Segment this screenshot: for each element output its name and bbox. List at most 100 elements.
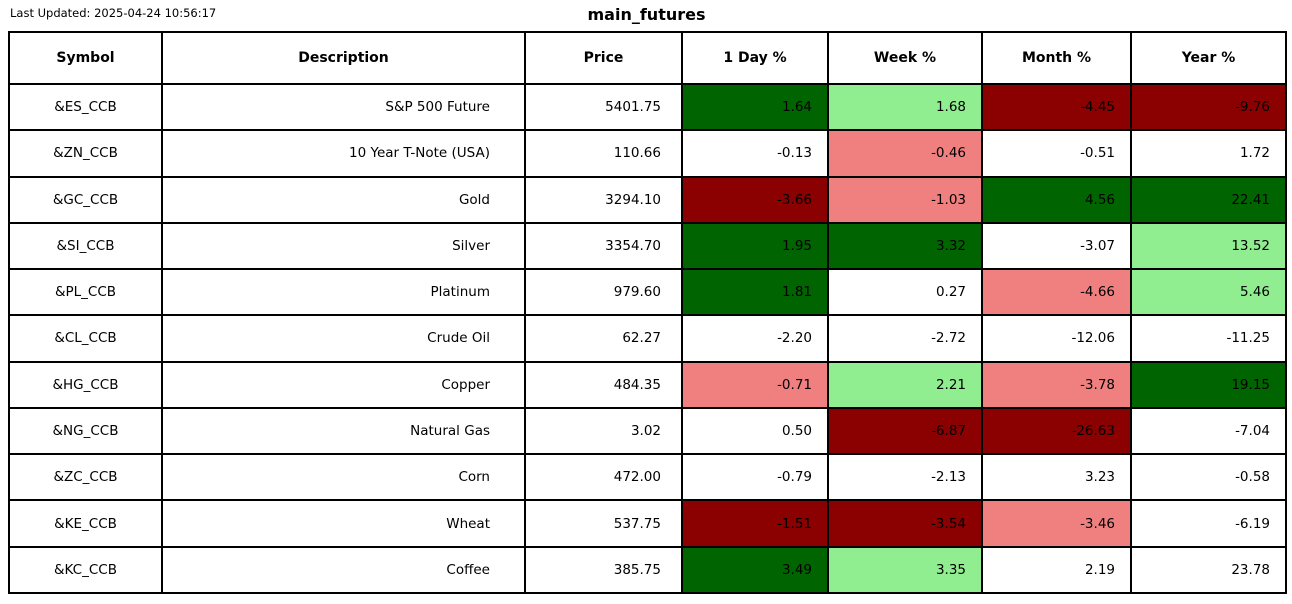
week-change-cell: -6.87 xyxy=(827,406,983,456)
price-cell: 62.27 xyxy=(524,314,683,363)
description-cell: Gold xyxy=(161,175,526,224)
day-change-cell: 3.49 xyxy=(681,545,829,595)
year-change-cell: 5.46 xyxy=(1130,268,1287,317)
column-header-month: Month % xyxy=(981,31,1132,85)
week-change-cell: -0.46 xyxy=(827,129,983,178)
symbol-cell: &PL_CCB xyxy=(8,268,163,317)
futures-table-body: &ES_CCB S&P 500 Future 5401.75 1.64 1.68 -4.4… xyxy=(8,82,1287,595)
description-cell: Natural Gas xyxy=(161,406,526,456)
price-cell: 537.75 xyxy=(524,499,683,548)
year-change-cell: -9.76 xyxy=(1130,82,1287,132)
year-change-cell: -0.58 xyxy=(1130,453,1287,502)
week-change-cell: -3.54 xyxy=(827,499,983,548)
week-change-cell: 1.68 xyxy=(827,82,983,132)
year-change-cell: 22.41 xyxy=(1130,175,1287,224)
day-change-cell: -0.71 xyxy=(681,360,829,409)
description-cell: Coffee xyxy=(161,545,526,595)
day-change-cell: -3.66 xyxy=(681,175,829,224)
month-change-cell: 3.23 xyxy=(981,453,1132,502)
description-cell: 10 Year T-Note (USA) xyxy=(161,129,526,178)
table-row: &GC_CCB Gold 3294.10 -3.66 -1.03 4.56 22.41 xyxy=(8,175,1287,224)
price-cell: 484.35 xyxy=(524,360,683,409)
day-change-cell: 1.95 xyxy=(681,221,829,271)
year-change-cell: 23.78 xyxy=(1130,545,1287,595)
month-change-cell: -0.51 xyxy=(981,129,1132,178)
symbol-cell: &KE_CCB xyxy=(8,499,163,548)
week-change-cell: -1.03 xyxy=(827,175,983,224)
week-change-cell: 3.32 xyxy=(827,221,983,271)
month-change-cell: -3.78 xyxy=(981,360,1132,409)
price-cell: 5401.75 xyxy=(524,82,683,132)
price-cell: 3.02 xyxy=(524,406,683,456)
year-change-cell: -6.19 xyxy=(1130,499,1287,548)
month-change-cell: 4.56 xyxy=(981,175,1132,224)
description-cell: S&P 500 Future xyxy=(161,82,526,132)
symbol-cell: &HG_CCB xyxy=(8,360,163,409)
description-cell: Silver xyxy=(161,221,526,271)
week-change-cell: -2.13 xyxy=(827,453,983,502)
price-cell: 3354.70 xyxy=(524,221,683,271)
futures-table-head-row: Symbol Description Price 1 Day % Week % Month… xyxy=(8,31,1287,85)
symbol-cell: &NG_CCB xyxy=(8,406,163,456)
day-change-cell: 0.50 xyxy=(681,406,829,456)
day-change-cell: -1.51 xyxy=(681,499,829,548)
year-change-cell: 19.15 xyxy=(1130,360,1287,409)
table-row: &ZC_CCB Corn 472.00 -0.79 -2.13 3.23 -0.58 xyxy=(8,453,1287,502)
week-change-cell: -2.72 xyxy=(827,314,983,363)
day-change-cell: -2.20 xyxy=(681,314,829,363)
table-row: &NG_CCB Natural Gas 3.02 0.50 -6.87 -26.63 -7.… xyxy=(8,406,1287,456)
price-cell: 110.66 xyxy=(524,129,683,178)
week-change-cell: 2.21 xyxy=(827,360,983,409)
symbol-cell: &GC_CCB xyxy=(8,175,163,224)
column-header-symbol: Symbol xyxy=(8,31,163,85)
symbol-cell: &ZN_CCB xyxy=(8,129,163,178)
symbol-cell: &ES_CCB xyxy=(8,82,163,132)
symbol-cell: &SI_CCB xyxy=(8,221,163,271)
day-change-cell: -0.79 xyxy=(681,453,829,502)
price-cell: 385.75 xyxy=(524,545,683,595)
column-header-year: Year % xyxy=(1130,31,1287,85)
year-change-cell: 1.72 xyxy=(1130,129,1287,178)
month-change-cell: -12.06 xyxy=(981,314,1132,363)
month-change-cell: -3.07 xyxy=(981,221,1132,271)
month-change-cell: -26.63 xyxy=(981,406,1132,456)
table-row: &SI_CCB Silver 3354.70 1.95 3.32 -3.07 13.52 xyxy=(8,221,1287,271)
column-header-description: Description xyxy=(161,31,526,85)
column-header-week: Week % xyxy=(827,31,983,85)
month-change-cell: 2.19 xyxy=(981,545,1132,595)
day-change-cell: 1.81 xyxy=(681,268,829,317)
year-change-cell: 13.52 xyxy=(1130,221,1287,271)
price-cell: 3294.10 xyxy=(524,175,683,224)
price-cell: 472.00 xyxy=(524,453,683,502)
table-row: &PL_CCB Platinum 979.60 1.81 0.27 -4.66 5.46 xyxy=(8,268,1287,317)
week-change-cell: 0.27 xyxy=(827,268,983,317)
page-title: main_futures xyxy=(587,5,706,24)
symbol-cell: &KC_CCB xyxy=(8,545,163,595)
year-change-cell: -7.04 xyxy=(1130,406,1287,456)
table-row: &CL_CCB Crude Oil 62.27 -2.20 -2.72 -12.06 -11… xyxy=(8,314,1287,363)
table-row: &HG_CCB Copper 484.35 -0.71 2.21 -3.78 19.15 xyxy=(8,360,1287,409)
month-change-cell: -3.46 xyxy=(981,499,1132,548)
description-cell: Crude Oil xyxy=(161,314,526,363)
description-cell: Copper xyxy=(161,360,526,409)
day-change-cell: -0.13 xyxy=(681,129,829,178)
month-change-cell: -4.45 xyxy=(981,82,1132,132)
symbol-cell: &CL_CCB xyxy=(8,314,163,363)
table-row: &ZN_CCB 10 Year T-Note (USA) 110.66 -0.13 -0… xyxy=(8,129,1287,178)
year-change-cell: -11.25 xyxy=(1130,314,1287,363)
description-cell: Wheat xyxy=(161,499,526,548)
table-row: &ES_CCB S&P 500 Future 5401.75 1.64 1.68 -4.4… xyxy=(8,82,1287,132)
symbol-cell: &ZC_CCB xyxy=(8,453,163,502)
column-header-price: Price xyxy=(524,31,683,85)
day-change-cell: 1.64 xyxy=(681,82,829,132)
table-row: &KE_CCB Wheat 537.75 -1.51 -3.54 -3.46 -6.19 xyxy=(8,499,1287,548)
column-header-1-day: 1 Day % xyxy=(681,31,829,85)
month-change-cell: -4.66 xyxy=(981,268,1132,317)
description-cell: Corn xyxy=(161,453,526,502)
price-cell: 979.60 xyxy=(524,268,683,317)
last-updated-label: Last Updated: 2025-04-24 10:56:17 xyxy=(10,6,217,20)
description-cell: Platinum xyxy=(161,268,526,317)
table-row: &KC_CCB Coffee 385.75 3.49 3.35 2.19 23.78 xyxy=(8,545,1287,595)
week-change-cell: 3.35 xyxy=(827,545,983,595)
futures-table: Symbol Description Price 1 Day % Week % Month… xyxy=(8,31,1287,595)
